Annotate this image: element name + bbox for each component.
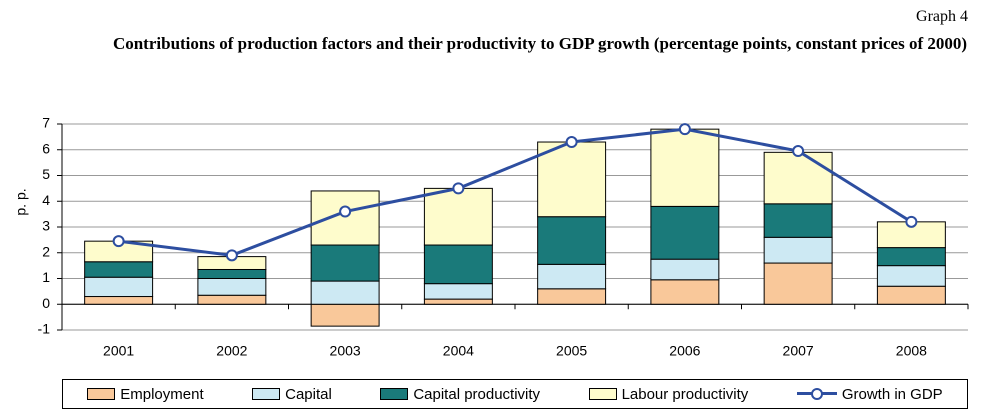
chart-title: Contributions of production factors and … (112, 34, 968, 53)
x-tick-label: 2008 (896, 343, 927, 359)
legend-item: Growth in GDP (796, 385, 943, 403)
legend-label: Employment (120, 385, 204, 403)
y-tick-label: 4 (42, 192, 50, 208)
bar-segment (310, 280, 380, 305)
y-tick-label: 5 (42, 166, 50, 182)
x-tick-label: 2002 (216, 343, 247, 359)
x-tick-label: 2001 (103, 343, 134, 359)
x-tick-label: 2005 (556, 343, 587, 359)
legend-swatch (588, 388, 617, 400)
line (118, 127, 913, 257)
legend-item: Labour productivity (588, 385, 749, 403)
legend-item: Employment (87, 385, 204, 403)
x-tick-label: 2006 (669, 343, 700, 359)
bar-segment (876, 265, 946, 287)
bar-segment (197, 278, 267, 296)
bar-segment (876, 247, 946, 267)
bar-segment (763, 203, 833, 238)
y-tick-label: 7 (42, 115, 50, 131)
legend-label: Capital productivity (413, 385, 541, 403)
bar-segment (84, 276, 154, 298)
bar-segment (876, 285, 946, 305)
bar-segment (650, 205, 720, 260)
bar-segment (84, 296, 154, 305)
line-marker (339, 205, 352, 218)
bar-segment (650, 258, 720, 281)
bar-segment (537, 263, 607, 290)
bar-segment (310, 190, 380, 246)
line-marker (565, 136, 578, 149)
y-tick-label: 2 (42, 243, 50, 259)
legend-swatch (87, 388, 116, 400)
bar-segment (763, 262, 833, 305)
bar-segment (537, 141, 607, 218)
bar-segment (650, 128, 720, 207)
legend-label: Labour productivity (621, 385, 749, 403)
legend-label: Capital (285, 385, 332, 403)
legend-swatch (252, 388, 281, 400)
legend-swatch (380, 388, 409, 400)
bar-segment (763, 236, 833, 264)
bar-segment (84, 261, 154, 278)
legend-item: Capital (252, 386, 332, 403)
bar-segment (423, 187, 493, 246)
y-tick-label: 3 (42, 218, 50, 234)
graph-label: Graph 4 (916, 8, 968, 25)
legend-swatch (796, 387, 837, 401)
bar-segment (763, 151, 833, 205)
line-marker (225, 249, 238, 262)
x-tick-label: 2003 (330, 343, 361, 359)
bar-segment (537, 288, 607, 305)
line-marker (678, 123, 691, 136)
bar-segment (650, 279, 720, 305)
y-tick-label: 1 (42, 269, 50, 285)
bar-segment (197, 268, 267, 279)
line-marker (452, 182, 465, 195)
bar-segment (310, 303, 380, 327)
bar-segment (423, 298, 493, 305)
bar-segment (310, 244, 380, 282)
line-marker (112, 235, 125, 248)
bar-segment (423, 244, 493, 285)
legend-item: Capital productivity (380, 386, 540, 403)
bar-segment (537, 216, 607, 265)
y-axis-label: p. p. (13, 188, 29, 215)
legend: Employment Capital Capital productivity Lab… (62, 379, 968, 409)
x-tick-label: 2007 (783, 343, 814, 359)
y-tick-label: 6 (42, 140, 50, 156)
y-tick-label: -1 (38, 321, 51, 337)
x-tick-label: 2004 (443, 343, 474, 359)
line-marker (792, 145, 805, 158)
bar-segment (197, 294, 267, 305)
bar-segment (423, 283, 493, 300)
y-tick-label: 0 (42, 295, 50, 311)
legend-label: Growth in GDP (841, 385, 943, 403)
line-marker (905, 215, 918, 228)
